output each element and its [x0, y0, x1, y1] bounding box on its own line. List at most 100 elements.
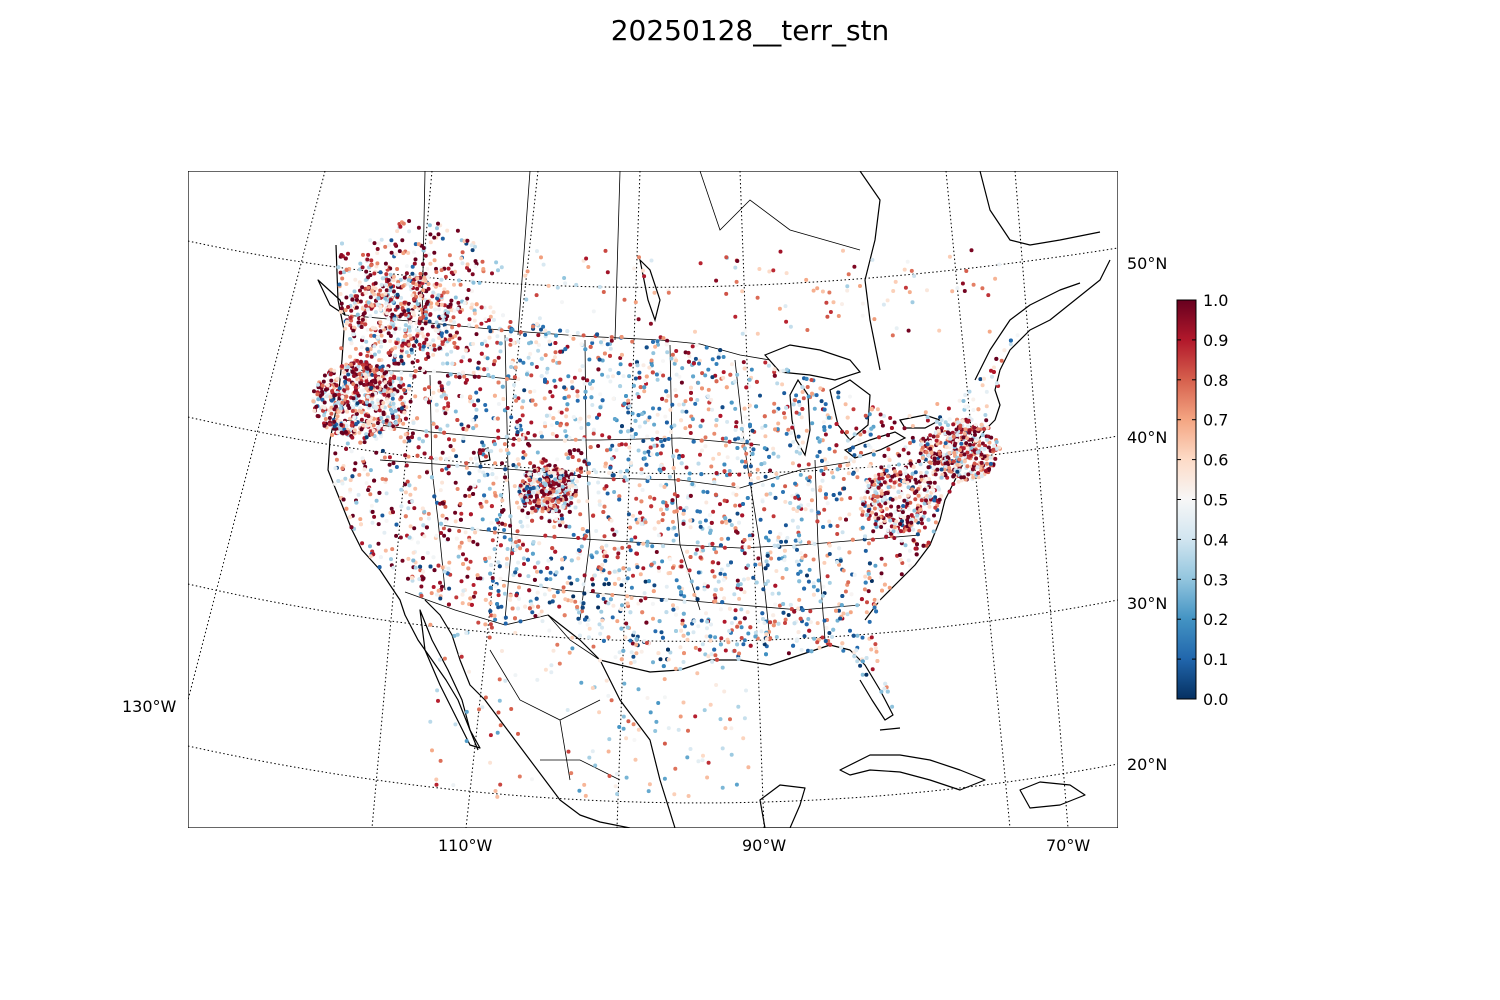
station-point: [925, 442, 930, 447]
station-point: [775, 475, 780, 480]
station-point: [736, 583, 741, 588]
station-point: [832, 449, 837, 454]
station-point: [809, 508, 814, 513]
station-point: [366, 488, 371, 492]
station-point: [494, 475, 499, 480]
station-point: [575, 577, 580, 582]
station-point: [514, 464, 519, 469]
station-point: [368, 544, 372, 549]
station-point: [626, 398, 631, 403]
station-point: [748, 422, 752, 427]
station-point: [490, 472, 495, 477]
station-point: [820, 593, 825, 598]
station-point: [508, 537, 513, 542]
station-point: [583, 534, 588, 539]
station-point: [475, 366, 480, 371]
station-point: [758, 517, 763, 522]
station-point: [337, 386, 342, 391]
station-point: [713, 635, 718, 640]
station-point: [674, 349, 679, 353]
station-point: [586, 422, 591, 427]
station-point: [688, 424, 693, 429]
station-point: [667, 376, 672, 381]
station-point: [447, 437, 451, 442]
station-point: [771, 409, 776, 414]
station-point: [837, 491, 842, 496]
station-point: [838, 616, 843, 621]
station-point: [700, 418, 705, 423]
station-point: [598, 566, 603, 571]
station-point: [698, 424, 703, 429]
station-point: [660, 518, 665, 523]
station-point: [432, 568, 437, 573]
station-point: [526, 490, 531, 494]
station-point: [608, 353, 612, 358]
station-point: [967, 430, 972, 435]
station-point: [402, 275, 407, 280]
station-point: [806, 540, 811, 545]
station-point: [690, 482, 695, 487]
station-point: [408, 492, 413, 497]
station-point: [735, 372, 740, 377]
station-point: [976, 427, 981, 432]
station-point: [491, 362, 496, 367]
station-point: [784, 431, 789, 436]
station-point: [741, 360, 746, 365]
station-point: [488, 609, 493, 614]
station-point: [502, 528, 507, 532]
station-point: [688, 555, 693, 559]
station-point: [718, 571, 723, 576]
station-point: [369, 386, 374, 390]
station-point: [591, 431, 596, 436]
station-point: [679, 461, 684, 466]
station-point: [337, 282, 342, 287]
station-point: [649, 562, 654, 567]
station-point: [453, 409, 458, 414]
station-point: [478, 464, 483, 469]
station-point: [908, 441, 912, 445]
station-point: [858, 663, 863, 668]
station-point: [645, 479, 650, 484]
station-point: [581, 582, 586, 587]
station-point: [370, 392, 375, 397]
station-point: [709, 520, 714, 525]
station-point: [482, 367, 487, 372]
station-point: [707, 513, 712, 518]
station-point: [610, 443, 615, 448]
station-point: [632, 659, 637, 664]
station-point: [371, 423, 376, 428]
station-point: [493, 461, 498, 466]
station-point: [511, 442, 516, 447]
station-point: [587, 626, 592, 631]
station-point: [475, 527, 480, 532]
station-point: [440, 480, 445, 485]
station-point: [695, 398, 700, 402]
station-point: [441, 318, 446, 322]
station-point: [417, 283, 422, 288]
station-point: [870, 537, 875, 542]
station-point: [391, 510, 395, 515]
station-point: [461, 436, 466, 441]
station-point: [716, 561, 721, 566]
station-point: [644, 462, 649, 467]
station-point: [994, 356, 999, 361]
station-point: [772, 367, 777, 372]
station-point: [777, 603, 782, 608]
station-point: [964, 441, 969, 446]
station-point: [863, 548, 868, 553]
station-point: [619, 607, 623, 612]
station-point: [828, 523, 833, 528]
station-point: [784, 367, 789, 372]
station-point: [465, 574, 470, 579]
station-point: [621, 648, 626, 653]
station-point: [760, 425, 765, 430]
station-point: [471, 539, 476, 544]
station-point: [817, 449, 822, 454]
station-point: [866, 443, 871, 448]
station-point: [718, 502, 722, 507]
station-point: [812, 406, 817, 411]
station-point: [782, 558, 787, 563]
station-point: [356, 320, 361, 325]
station-point: [884, 534, 889, 539]
station-point: [920, 456, 925, 460]
